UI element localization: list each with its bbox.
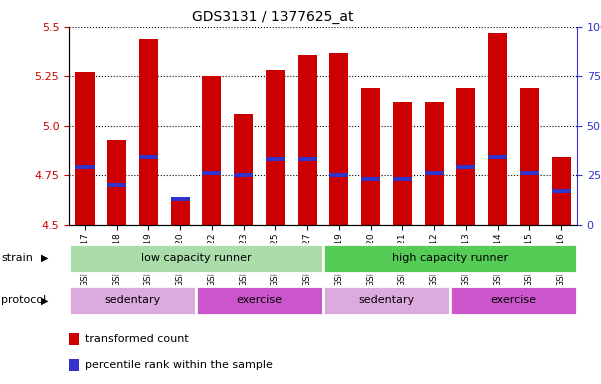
Bar bbox=[488, 156, 507, 159]
Text: exercise: exercise bbox=[490, 295, 537, 305]
Bar bbox=[234, 173, 253, 177]
Bar bbox=[552, 189, 570, 193]
Bar bbox=[456, 165, 475, 169]
Bar bbox=[329, 53, 349, 225]
Bar bbox=[203, 76, 221, 225]
Bar bbox=[203, 171, 221, 175]
Text: high capacity runner: high capacity runner bbox=[392, 253, 508, 263]
Bar bbox=[69, 243, 323, 273]
Text: strain: strain bbox=[1, 253, 33, 263]
Bar bbox=[488, 33, 507, 225]
Bar bbox=[196, 286, 323, 315]
Bar bbox=[520, 88, 539, 225]
Bar bbox=[456, 88, 475, 225]
Bar bbox=[76, 165, 94, 169]
Text: ▶: ▶ bbox=[41, 295, 48, 306]
Text: low capacity runner: low capacity runner bbox=[141, 253, 251, 263]
Text: ▶: ▶ bbox=[41, 253, 48, 263]
Bar bbox=[76, 72, 94, 225]
Bar bbox=[266, 157, 285, 161]
Text: sedentary: sedentary bbox=[105, 295, 160, 305]
Text: sedentary: sedentary bbox=[358, 295, 415, 305]
Bar bbox=[171, 199, 190, 225]
Bar bbox=[329, 173, 349, 177]
Bar bbox=[323, 286, 450, 315]
Bar bbox=[552, 157, 570, 225]
Bar bbox=[393, 102, 412, 225]
Bar bbox=[450, 286, 577, 315]
Text: exercise: exercise bbox=[237, 295, 282, 305]
Bar bbox=[520, 171, 539, 175]
Bar bbox=[69, 286, 196, 315]
Bar bbox=[297, 157, 317, 161]
Bar bbox=[69, 333, 79, 345]
Bar bbox=[107, 140, 126, 225]
Bar bbox=[361, 88, 380, 225]
Bar bbox=[139, 39, 158, 225]
Title: GDS3131 / 1377625_at: GDS3131 / 1377625_at bbox=[192, 10, 353, 25]
Bar bbox=[297, 55, 317, 225]
Text: percentile rank within the sample: percentile rank within the sample bbox=[85, 360, 273, 370]
Bar bbox=[361, 177, 380, 181]
Bar bbox=[234, 114, 253, 225]
Bar bbox=[424, 102, 444, 225]
Bar bbox=[139, 156, 158, 159]
Text: transformed count: transformed count bbox=[85, 334, 189, 344]
Bar bbox=[69, 359, 79, 371]
Bar bbox=[323, 243, 577, 273]
Text: protocol: protocol bbox=[1, 295, 46, 306]
Bar bbox=[107, 183, 126, 187]
Bar bbox=[171, 197, 190, 201]
Bar bbox=[393, 177, 412, 181]
Bar bbox=[424, 171, 444, 175]
Bar bbox=[266, 70, 285, 225]
